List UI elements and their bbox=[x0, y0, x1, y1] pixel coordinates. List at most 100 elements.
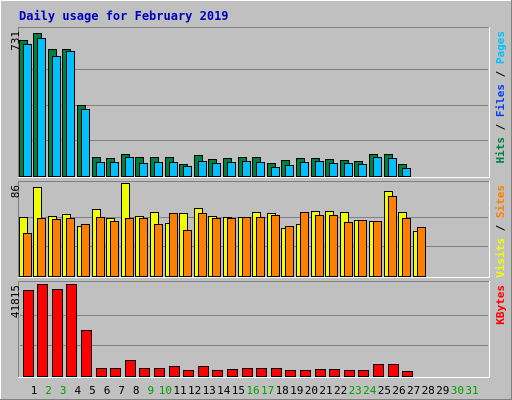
x-tick-label-day-25: 25 bbox=[378, 384, 391, 397]
legend: KBytes bbox=[494, 285, 507, 325]
legend: Hits / Files / Pages bbox=[494, 31, 507, 164]
bar-pages-day-17 bbox=[256, 162, 265, 177]
bar-sites-day-27 bbox=[402, 218, 411, 277]
bar-sites-day-28 bbox=[417, 227, 426, 277]
bar-sites-day-5 bbox=[81, 224, 90, 277]
bar-sites-day-3 bbox=[52, 219, 61, 277]
legend-part-2: Sites bbox=[494, 185, 507, 218]
bar-pages-day-4 bbox=[66, 51, 75, 177]
bar-pages-day-12 bbox=[183, 166, 192, 177]
bar-sites-day-8 bbox=[125, 218, 134, 277]
x-tick-label-day-14: 14 bbox=[217, 384, 231, 397]
bar-pages-day-16 bbox=[242, 161, 251, 177]
bar-sites-day-17 bbox=[256, 217, 265, 277]
bar-pages-day-13 bbox=[198, 161, 207, 177]
x-tick-label-day-2: 2 bbox=[45, 384, 52, 397]
bar-pages-day-2 bbox=[37, 38, 46, 177]
x-tick-label-day-8: 8 bbox=[133, 384, 140, 397]
bar-pages-day-18 bbox=[271, 167, 280, 177]
bar-pages-day-21 bbox=[315, 161, 324, 177]
x-tick-label-day-24: 24 bbox=[363, 384, 377, 397]
bar-kbytes-day-19 bbox=[285, 370, 296, 377]
bar-sites-day-12 bbox=[183, 230, 192, 277]
bar-sites-day-13 bbox=[198, 213, 207, 277]
bar-sites-day-11 bbox=[169, 213, 178, 277]
x-axis-labels: 1 2 3 4 5 6 7 8 9 10 11 12 13 14 15 16 17 18 19 20 21 22 23 24 2… bbox=[31, 384, 479, 397]
x-tick-label-day-16: 16 bbox=[246, 384, 259, 397]
x-tick-label-day-20: 20 bbox=[305, 384, 318, 397]
bar-pages-day-3 bbox=[52, 56, 61, 177]
bar-pages-day-6 bbox=[96, 162, 105, 177]
bar-kbytes-day-26 bbox=[388, 364, 399, 377]
bar-pages-day-25 bbox=[373, 157, 382, 177]
x-tick-label-day-5: 5 bbox=[89, 384, 96, 397]
bar-sites-day-20 bbox=[300, 212, 309, 277]
bar-pages-day-22 bbox=[329, 163, 338, 177]
bar-sites-day-19 bbox=[285, 226, 294, 277]
x-tick-label-day-7: 7 bbox=[118, 384, 125, 397]
x-tick-label-day-26: 26 bbox=[392, 384, 405, 397]
bars-visits-sites bbox=[19, 183, 426, 277]
bar-pages-day-11 bbox=[169, 162, 178, 177]
bar-pages-day-14 bbox=[212, 163, 221, 177]
x-tick-label-day-6: 6 bbox=[104, 384, 111, 397]
bar-sites-day-15 bbox=[227, 218, 236, 277]
bar-kbytes-day-8 bbox=[125, 360, 136, 377]
x-tick-label-day-19: 19 bbox=[290, 384, 303, 397]
bar-kbytes-day-13 bbox=[198, 366, 209, 377]
bar-pages-day-26 bbox=[388, 158, 397, 177]
panel-visits-sites: 86 Visits / Sites bbox=[9, 181, 507, 278]
bar-sites-day-10 bbox=[154, 224, 163, 277]
bar-kbytes-day-3 bbox=[52, 289, 63, 377]
y-max-label: 731 bbox=[9, 31, 22, 51]
bar-sites-day-16 bbox=[242, 217, 251, 277]
x-tick-label-day-27: 27 bbox=[407, 384, 420, 397]
bar-sites-day-18 bbox=[271, 215, 280, 277]
bar-sites-day-21 bbox=[315, 215, 324, 277]
legend-part-1: / bbox=[494, 117, 507, 137]
x-tick-label-day-1: 1 bbox=[31, 384, 38, 397]
bar-pages-day-24 bbox=[358, 164, 367, 177]
x-tick-label-day-4: 4 bbox=[74, 384, 81, 397]
x-tick-label-day-11: 11 bbox=[173, 384, 186, 397]
x-tick-label-day-3: 3 bbox=[60, 384, 67, 397]
legend-part-0: Visits bbox=[494, 238, 507, 278]
bar-sites-day-26 bbox=[388, 196, 397, 277]
bar-kbytes-day-23 bbox=[344, 370, 355, 377]
bar-sites-day-9 bbox=[139, 218, 148, 277]
bar-pages-day-20 bbox=[300, 162, 309, 177]
legend-part-2: Files bbox=[494, 84, 507, 117]
bar-pages-day-27 bbox=[402, 168, 411, 177]
bar-sites-day-1 bbox=[23, 233, 32, 277]
bar-sites-day-25 bbox=[373, 221, 382, 277]
legend-part-0: KBytes bbox=[494, 285, 507, 325]
bar-sites-day-2 bbox=[37, 218, 46, 277]
bar-kbytes-day-20 bbox=[300, 370, 311, 377]
x-tick-label-day-13: 13 bbox=[203, 384, 216, 397]
bar-pages-day-15 bbox=[227, 162, 236, 177]
bar-sites-day-23 bbox=[344, 222, 353, 277]
bar-pages-day-5 bbox=[81, 109, 90, 177]
panel-kbytes: 41815 KBytes bbox=[9, 281, 507, 378]
x-tick-label-day-18: 18 bbox=[276, 384, 289, 397]
bar-kbytes-day-6 bbox=[96, 368, 107, 377]
bar-sites-day-4 bbox=[66, 218, 75, 277]
bar-kbytes-day-27 bbox=[402, 371, 413, 377]
bar-kbytes-day-14 bbox=[212, 370, 223, 377]
x-tick-label-day-17: 17 bbox=[261, 384, 274, 397]
bar-kbytes-day-22 bbox=[329, 369, 340, 377]
bar-kbytes-day-9 bbox=[139, 368, 150, 377]
x-tick-label-day-10: 10 bbox=[159, 384, 172, 397]
legend-part-4: Pages bbox=[494, 31, 507, 64]
x-tick-label-day-22: 22 bbox=[334, 384, 347, 397]
x-tick-label-day-23: 23 bbox=[349, 384, 362, 397]
x-tick-label-day-31: 31 bbox=[465, 384, 478, 397]
legend: Visits / Sites bbox=[494, 185, 507, 278]
bar-kbytes-day-5 bbox=[81, 330, 92, 377]
bar-kbytes-day-17 bbox=[256, 368, 267, 377]
bar-pages-day-10 bbox=[154, 162, 163, 177]
bar-kbytes-day-16 bbox=[242, 368, 253, 377]
bar-kbytes-day-21 bbox=[315, 369, 326, 377]
